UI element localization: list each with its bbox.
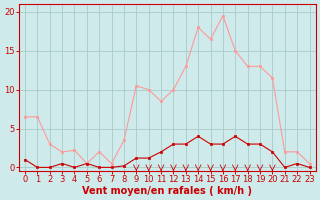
X-axis label: Vent moyen/en rafales ( km/h ): Vent moyen/en rafales ( km/h ) (82, 186, 252, 196)
